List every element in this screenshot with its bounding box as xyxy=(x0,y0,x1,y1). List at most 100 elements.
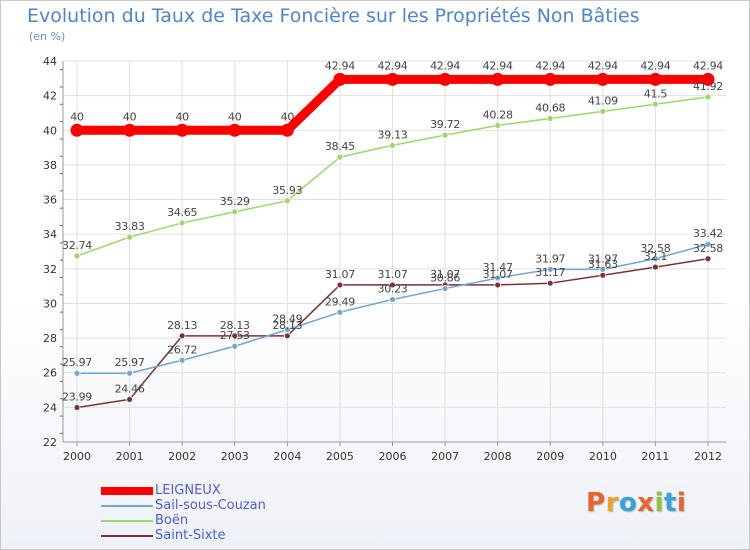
data-point xyxy=(228,123,242,137)
data-point xyxy=(283,326,291,334)
legend-item: Boën xyxy=(101,513,401,530)
series-bo-n xyxy=(73,93,712,260)
data-point xyxy=(178,356,186,364)
data-point xyxy=(441,131,449,139)
data-point xyxy=(704,240,712,248)
data-label: 31.17 xyxy=(535,266,565,279)
logo-letter: P xyxy=(586,488,606,518)
legend-item: Saint-Sixte xyxy=(101,528,401,545)
data-point xyxy=(231,332,239,340)
data-label: 32.58 xyxy=(693,242,723,255)
legend-item: LEIGNEUX xyxy=(101,483,401,500)
data-point xyxy=(280,123,294,137)
data-point xyxy=(126,369,133,377)
data-point xyxy=(386,72,399,86)
data-point xyxy=(123,123,137,137)
x-tick-label: 2012 xyxy=(694,450,722,463)
data-point xyxy=(441,285,449,292)
data-label: 27.53 xyxy=(220,329,250,342)
data-label: 42.94 xyxy=(693,59,723,72)
legend-label: Boën xyxy=(155,513,189,528)
data-point xyxy=(336,281,344,289)
data-point xyxy=(652,263,659,271)
data-point xyxy=(178,332,186,340)
data-point xyxy=(283,332,291,340)
data-point xyxy=(73,252,81,260)
data-label: 35.29 xyxy=(220,195,250,208)
series-leigneux xyxy=(70,72,715,137)
data-label: 25.97 xyxy=(62,356,92,369)
data-label: 42.94 xyxy=(483,59,513,72)
data-point xyxy=(389,281,396,289)
y-tick-label: 38 xyxy=(43,159,57,172)
data-label: 33.83 xyxy=(115,220,145,233)
data-point xyxy=(231,208,239,216)
data-point xyxy=(648,72,662,86)
y-tick-label: 34 xyxy=(43,228,57,241)
legend-swatch xyxy=(101,535,153,537)
data-point xyxy=(126,233,133,241)
x-tick-label: 2007 xyxy=(431,450,459,463)
legend-label: LEIGNEUX xyxy=(155,483,221,498)
logo-letter: x xyxy=(637,488,655,518)
data-point xyxy=(70,123,84,137)
logo-letter: i xyxy=(654,488,664,518)
data-point xyxy=(599,271,607,279)
data-label: 28.13 xyxy=(220,319,250,332)
data-point xyxy=(333,72,347,86)
logo-letter: t xyxy=(663,488,677,518)
x-tick-label: 2002 xyxy=(168,450,196,463)
x-tick-label: 2003 xyxy=(221,450,249,463)
data-label: 42.94 xyxy=(325,59,355,72)
data-label: 42.94 xyxy=(535,59,565,72)
x-tick-label: 2011 xyxy=(641,450,669,463)
logo-letter: i xyxy=(676,488,687,518)
data-point xyxy=(389,296,396,303)
data-label: 39.13 xyxy=(378,128,408,141)
data-point xyxy=(283,197,291,205)
data-point xyxy=(73,369,81,377)
data-label: 40 xyxy=(281,110,295,123)
data-point xyxy=(546,265,554,273)
data-point xyxy=(389,141,396,149)
data-point xyxy=(652,255,659,263)
data-label: 38.45 xyxy=(325,140,355,153)
y-tick-label: 24 xyxy=(43,401,57,414)
data-label: 25.97 xyxy=(115,356,145,369)
data-point xyxy=(704,93,712,101)
y-tick-label: 22 xyxy=(43,436,57,449)
data-point xyxy=(546,279,554,287)
data-point xyxy=(599,107,607,115)
series-saint-sixte xyxy=(73,255,712,411)
y-tick-label: 28 xyxy=(43,332,57,345)
data-label: 41.92 xyxy=(693,80,723,93)
legend-swatch xyxy=(101,505,153,507)
data-point xyxy=(491,72,505,86)
data-label: 31.07 xyxy=(430,268,460,281)
data-label: 24.46 xyxy=(115,382,145,395)
y-tick-label: 32 xyxy=(43,263,57,276)
y-tick-label: 36 xyxy=(43,194,57,207)
x-tick-label: 2000 xyxy=(63,450,91,463)
logo-letter: r xyxy=(605,488,619,518)
data-label: 32.58 xyxy=(640,242,670,255)
data-label: 31.07 xyxy=(325,268,355,281)
unit-label: (en %) xyxy=(29,30,66,43)
series-sail-sous-couzan xyxy=(73,240,712,377)
data-label: 30.23 xyxy=(378,282,408,295)
data-label: 42.94 xyxy=(588,59,618,72)
data-point xyxy=(494,274,502,282)
data-point xyxy=(73,404,81,411)
legend-swatch xyxy=(101,520,153,522)
x-tick-label: 2005 xyxy=(326,450,354,463)
legend: LEIGNEUX Sail-sous-Couzan Boën Saint-Six… xyxy=(101,483,401,545)
data-label: 40.28 xyxy=(483,108,513,121)
y-tick-label: 42 xyxy=(43,90,57,103)
data-label: 28.13 xyxy=(167,319,197,332)
data-label: 23.99 xyxy=(62,391,92,404)
data-label: 31.97 xyxy=(535,252,565,265)
data-label: 42.94 xyxy=(430,59,460,72)
legend-label: Sail-sous-Couzan xyxy=(155,498,266,513)
data-label: 31.07 xyxy=(483,268,513,281)
